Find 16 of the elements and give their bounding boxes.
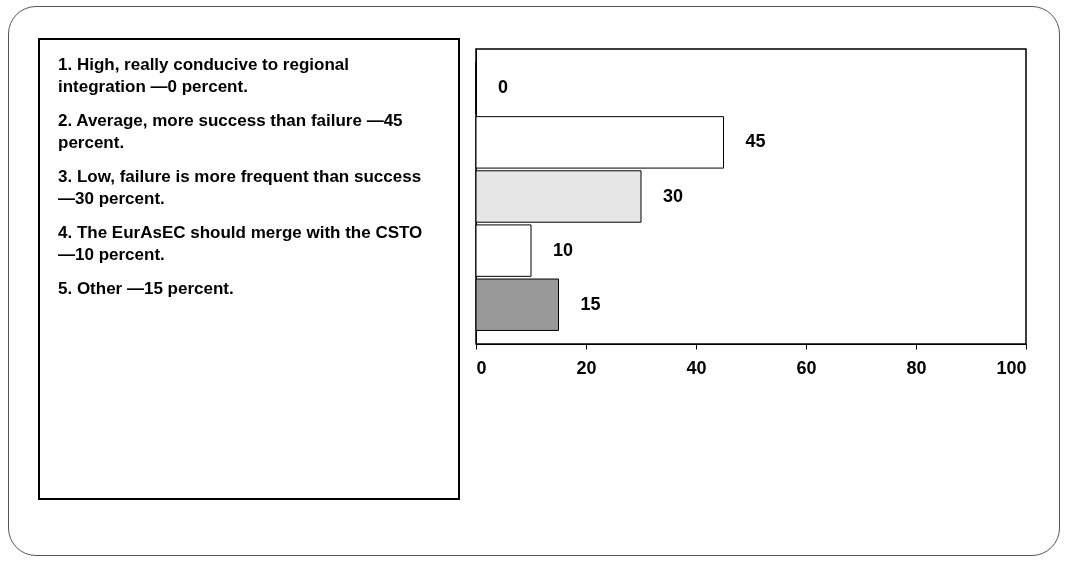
text: 3. Low, failure is more frequent than success —30 percent.: [58, 166, 423, 210]
data-label: 0: [498, 77, 509, 98]
x-tick-label: 60: [796, 357, 817, 378]
x-tick-label: 100: [996, 357, 1027, 378]
text: 5. Other —15 percent.: [58, 278, 235, 300]
text: 1. High, really conducive to regional integration —0 percent.: [58, 54, 350, 98]
data-label: 30: [663, 185, 684, 206]
data-label: 10: [553, 239, 574, 260]
text: 2. Average, more success than failure —45 percent.: [58, 110, 404, 154]
text: 4. The EurAsEC should merge with the CSTO —10 percent.: [58, 222, 424, 266]
x-tick-label: 40: [686, 357, 707, 378]
data-label: 45: [745, 131, 766, 152]
x-tick-label: 20: [576, 357, 597, 378]
data-label: 15: [580, 293, 601, 314]
x-tick-label: 0: [476, 357, 487, 378]
x-tick-label: 80: [906, 357, 927, 378]
